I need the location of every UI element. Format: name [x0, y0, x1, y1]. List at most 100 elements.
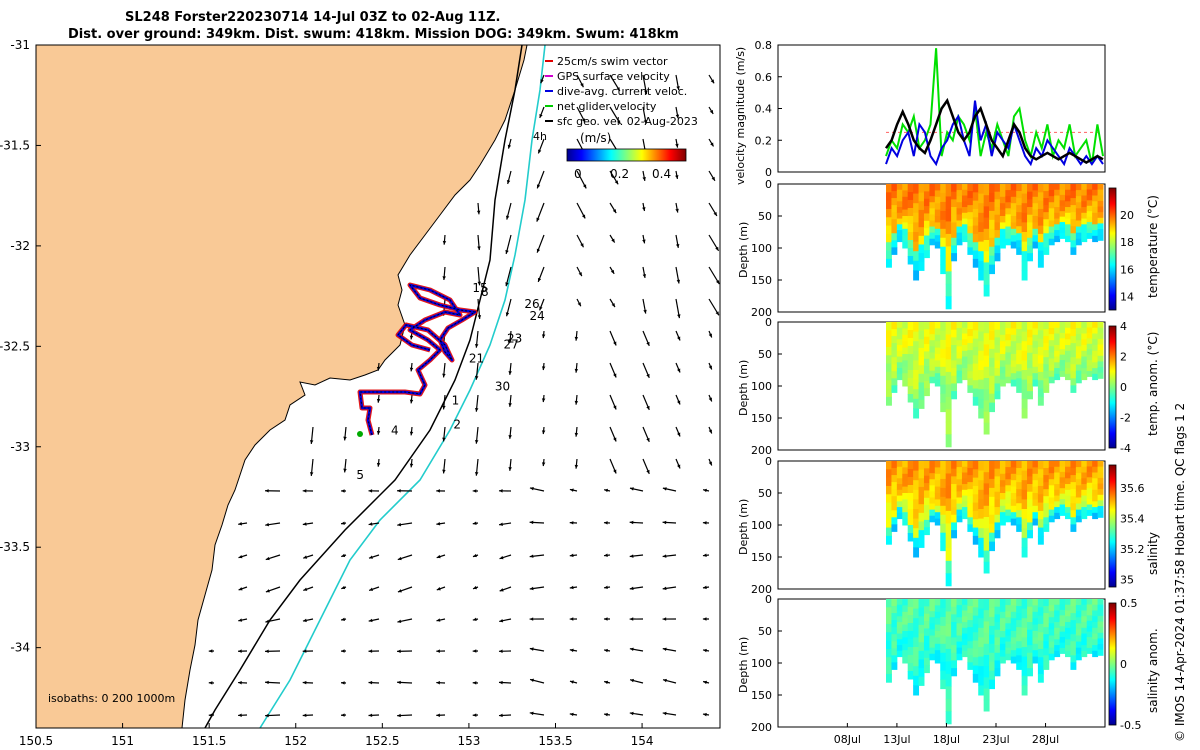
section-cell — [891, 489, 898, 497]
section-cell — [896, 201, 903, 208]
section-cell — [940, 348, 947, 359]
section-cell — [961, 599, 968, 606]
section-cell — [1021, 647, 1028, 658]
section-cell — [1037, 519, 1044, 529]
section-cell — [967, 378, 974, 386]
section-cell — [1097, 372, 1104, 379]
section-cell — [994, 622, 1001, 631]
section-cell — [1097, 615, 1104, 623]
section-cell — [896, 345, 903, 352]
section-cell — [961, 218, 968, 225]
section-cell — [1081, 207, 1088, 214]
section-cell — [1081, 599, 1088, 606]
section-cell — [918, 365, 925, 375]
section-cell — [978, 599, 985, 610]
velocity-arrow-head — [662, 711, 667, 716]
section-cell — [1075, 629, 1082, 636]
section-cell — [1092, 350, 1099, 358]
section-cell — [934, 328, 941, 336]
section-cell — [940, 616, 947, 627]
section-cell — [956, 515, 963, 523]
section-cell — [902, 505, 909, 513]
section-cell — [886, 485, 892, 495]
section-cell — [896, 207, 903, 214]
section-cell — [1075, 220, 1082, 228]
section-cell — [1048, 340, 1055, 347]
section-cell — [1097, 355, 1104, 362]
section-cell — [1097, 483, 1104, 490]
velocity-arrow-head — [530, 678, 534, 683]
section-cell — [891, 461, 898, 469]
section-cell — [1010, 373, 1017, 381]
section-cell — [923, 191, 930, 200]
section-cell — [967, 655, 974, 663]
section-cell — [1059, 493, 1066, 500]
section-cell — [972, 461, 979, 470]
section-cell — [1059, 599, 1066, 605]
velocity-arrow-head — [472, 617, 477, 622]
colorbar-tick-label: 35.6 — [1120, 482, 1145, 495]
section-cell — [983, 517, 990, 529]
section-cell — [918, 486, 925, 497]
velocity-arrow-head — [643, 309, 647, 314]
section-cell — [961, 362, 968, 369]
section-cell — [891, 357, 898, 365]
velocity-arrow-head — [436, 587, 441, 591]
section-cell — [945, 599, 952, 612]
section-cell — [918, 659, 925, 669]
section-cell — [886, 200, 892, 210]
section-cell — [913, 656, 920, 667]
velocity-arrow-head — [409, 431, 414, 436]
map-ytick-label: -32 — [10, 239, 30, 253]
section-cell — [1010, 196, 1017, 204]
section-cell — [1032, 624, 1039, 632]
map-colorbar — [566, 148, 687, 162]
section-cell — [1016, 357, 1023, 365]
section-cell — [929, 515, 936, 523]
section-cell — [1075, 322, 1082, 329]
velocity-arrow-head — [603, 617, 608, 621]
section-cell — [1043, 240, 1050, 248]
section-cell — [1021, 251, 1028, 262]
section-cell — [886, 510, 892, 520]
section-cell — [1070, 641, 1077, 649]
section-cell — [896, 373, 903, 381]
section-cell — [945, 648, 952, 662]
section-ytick-label: 50 — [758, 210, 772, 223]
section-cell — [902, 473, 909, 481]
section-cell — [1081, 327, 1088, 335]
section-cell — [923, 198, 930, 207]
section-cell — [945, 548, 952, 562]
section-cell — [961, 616, 968, 623]
section-cell — [972, 665, 979, 675]
section-cell — [1070, 475, 1077, 483]
colorbar-tick-label: 14 — [1120, 290, 1134, 303]
section-cell — [1075, 334, 1082, 341]
section-cell — [989, 357, 995, 368]
section-cell — [1016, 599, 1023, 607]
section-cell — [1005, 491, 1012, 498]
section-cell — [994, 329, 1001, 338]
land-area — [36, 45, 528, 728]
section-cell — [1097, 195, 1104, 202]
section-cell — [1081, 645, 1088, 652]
section-cell — [1097, 610, 1104, 617]
section-cell — [907, 394, 914, 403]
section-cell — [940, 357, 947, 368]
section-cell — [1010, 184, 1017, 191]
section-cell — [907, 354, 914, 363]
section-cell — [918, 356, 925, 366]
velocity-arrow-head — [677, 314, 681, 319]
velocity-arrow-head — [711, 176, 715, 181]
section-cell — [902, 209, 909, 217]
map-ytick-label: -33.5 — [0, 540, 30, 554]
section-cell — [961, 339, 968, 346]
velocity-arrow-head — [474, 471, 479, 476]
section-cell — [945, 686, 952, 700]
velocity-arrow-head — [343, 436, 347, 441]
section-cell — [1092, 322, 1099, 329]
section-cell — [1081, 333, 1088, 340]
velocity-arrow-head — [472, 521, 477, 525]
section-cell — [1048, 346, 1055, 353]
section-cell — [907, 477, 914, 486]
